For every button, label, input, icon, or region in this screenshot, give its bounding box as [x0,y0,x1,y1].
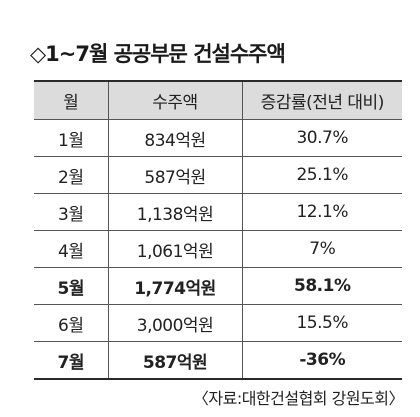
month-cell: 3월 [34,193,108,231]
column-header-month: 월 [34,81,108,120]
month-cell: 2월 [34,156,108,194]
table-row: 7월 587억원 -36% [34,341,402,379]
amount-cell: 587억원 [107,341,242,379]
amount-cell: 1,774억원 [107,267,242,305]
table-row: 2월 587억원 25.1% [34,156,402,194]
growth-cell: 58.1% [241,267,402,305]
month-cell: 4월 [34,230,108,268]
amount-cell: 834억원 [107,119,242,157]
table-header: 월 수주액 증감률(전년 대비) [34,81,402,120]
amount-cell: 1,061억원 [107,230,242,268]
month-cell: 6월 [34,304,108,342]
table-body: 1월 834억원 30.7% 2월 587억원 25.1% 3월 1,138억원… [34,119,402,379]
growth-cell: 12.1% [241,193,402,231]
growth-cell: 15.5% [241,304,402,342]
growth-cell: 25.1% [241,156,402,194]
growth-cell: 7% [241,230,402,268]
growth-cell: 30.7% [241,119,402,157]
amount-cell: 1,138억원 [107,193,242,231]
table-row: 3월 1,138억원 12.1% [34,193,402,231]
column-header-growth: 증감률(전년 대비) [241,81,402,120]
table-row: 6월 3,000억원 15.5% [34,304,402,342]
amount-cell: 3,000억원 [107,304,242,342]
growth-cell: -36% [241,341,402,379]
column-header-amount: 수주액 [107,81,242,120]
source-caption: 〈자료:대한건설협회 강원도회〉 [192,389,405,408]
month-cell: 1월 [34,119,108,157]
table-row: 4월 1,061억원 7% [34,230,402,268]
construction-orders-table: 월 수주액 증감률(전년 대비) 1월 834억원 30.7% 2월 587억원… [34,80,402,380]
table-row: 5월 1,774억원 58.1% [34,267,402,305]
table-header-row: 월 수주액 증감률(전년 대비) [34,81,402,120]
amount-cell: 587억원 [107,156,242,194]
month-cell: 5월 [34,267,108,305]
page-title: ◇1~7월 공공부문 건설수주액 [30,42,286,66]
month-cell: 7월 [57,352,85,373]
table-row: 1월 834억원 30.7% [34,119,402,157]
